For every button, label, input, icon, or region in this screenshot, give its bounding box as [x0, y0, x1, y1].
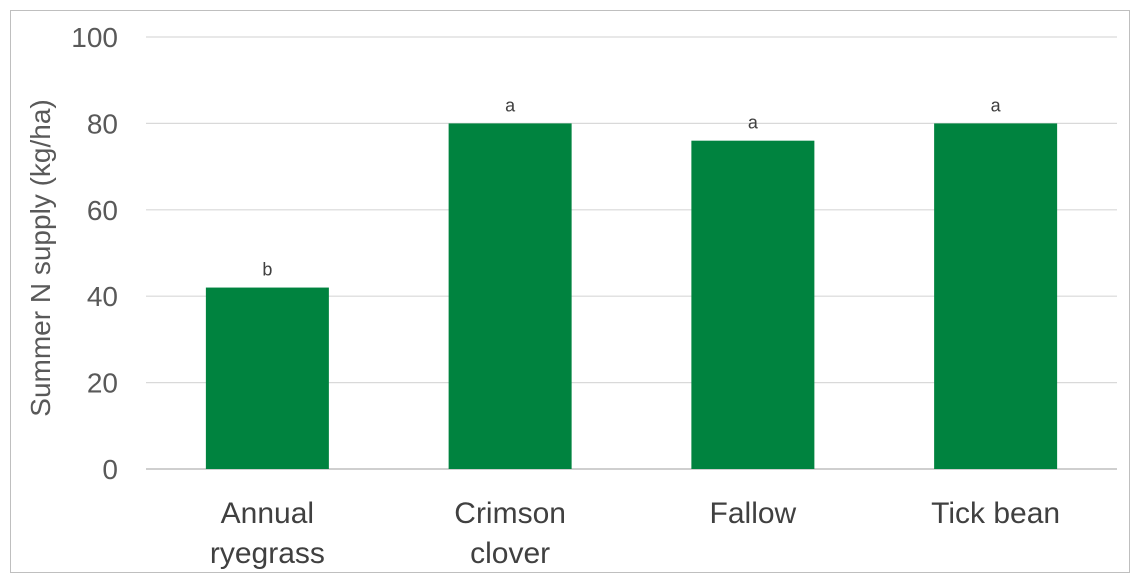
y-tick-label: 40: [87, 281, 118, 312]
bar: [691, 140, 815, 469]
y-axis-label: Summer N supply (kg/ha): [25, 99, 56, 416]
bar: [934, 123, 1058, 470]
y-tick-label: 100: [71, 22, 118, 53]
x-category-label: Crimson clover: [454, 497, 566, 570]
data-labels: b a a a: [262, 95, 1001, 279]
y-tick-label: 80: [87, 108, 118, 139]
bar-data-label: b: [262, 260, 272, 280]
bar-data-label: a: [748, 113, 759, 133]
x-category-label: Annual ryegrass: [210, 497, 325, 570]
bar: [205, 287, 329, 469]
bar-data-label: a: [991, 95, 1002, 115]
x-category-label: Fallow: [710, 497, 797, 530]
x-category-label: Tick bean: [931, 497, 1060, 530]
x-axis-categories: Annual ryegrass Crimson clover Fallow Tick be…: [210, 497, 1060, 570]
y-tick-label: 0: [102, 454, 118, 485]
y-axis-ticks: 0 20 40 60 80 100: [71, 22, 118, 485]
y-tick-label: 60: [87, 195, 118, 226]
y-tick-label: 20: [87, 368, 118, 399]
bar-data-label: a: [505, 95, 516, 115]
bars: [205, 123, 1058, 470]
bar: [448, 123, 572, 470]
